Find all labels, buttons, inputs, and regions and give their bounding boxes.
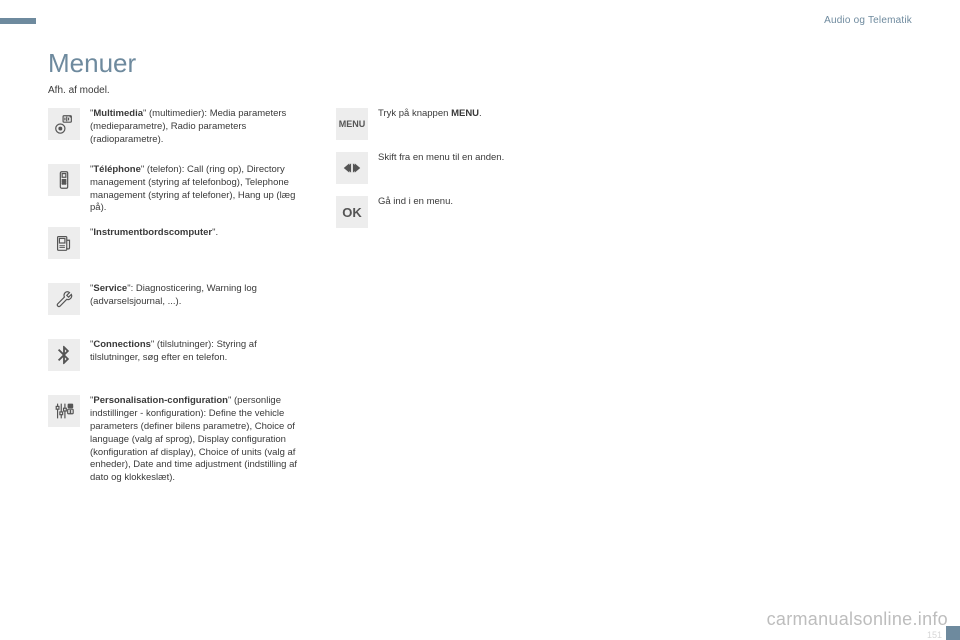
action-desc: Skift fra en menu til en anden. [378, 152, 504, 165]
top-bar: Audio og Telematik [0, 18, 960, 24]
menu-desc: "Téléphone" (telefon): Call (ring op), D… [90, 164, 306, 215]
right-column: MENU Tryk på knappen MENU. Skift fra en … [336, 108, 594, 497]
menu-entry-connections: "Connections" (tilslutninger): Styring a… [48, 339, 306, 383]
svg-text:GB: GB [68, 405, 73, 409]
menu-desc: "Connections" (tilslutninger): Styring a… [90, 339, 306, 365]
menu-desc: "Service": Diagnosticering, Warning log … [90, 283, 306, 309]
section-label: Audio og Telematik [824, 15, 912, 26]
page-corner-marker [946, 626, 960, 640]
menu-entry-telephone: "Téléphone" (telefon): Call (ring op), D… [48, 164, 306, 215]
bluetooth-icon [48, 339, 80, 371]
menu-entry-multimedia: "Multimedia" (multimedier): Media parame… [48, 108, 306, 152]
ok-button-icon: OK [336, 196, 368, 228]
seek-icon [336, 152, 368, 184]
phone-icon [48, 164, 80, 196]
service-icon [48, 283, 80, 315]
page-subtitle: Afh. af model. [48, 85, 912, 96]
action-desc: Gå ind i en menu. [378, 196, 453, 209]
columns: "Multimedia" (multimedier): Media parame… [48, 108, 912, 497]
menu-button-icon: MENU [336, 108, 368, 140]
trip-computer-icon [48, 227, 80, 259]
page-title: Menuer [48, 48, 912, 79]
menu-desc: "Personalisation-configuration" (personl… [90, 395, 306, 485]
menu-entry-personalisation: GB I "Personalisation-configuration" (pe… [48, 395, 306, 485]
menu-entry-service: "Service": Diagnosticering, Warning log … [48, 283, 306, 327]
action-entry-ok: OK Gå ind i en menu. [336, 196, 594, 228]
action-desc: Tryk på knappen MENU. [378, 108, 482, 121]
page-number: 151 [927, 630, 942, 640]
menu-entry-trip-computer: "Instrumentbordscomputer". [48, 227, 306, 271]
action-entry-seek: Skift fra en menu til en anden. [336, 152, 594, 184]
personalisation-icon: GB I [48, 395, 80, 427]
menu-desc: "Instrumentbordscomputer". [90, 227, 218, 240]
page-content: Menuer Afh. af model. "Multimedia" (mult… [48, 48, 912, 632]
watermark: carmanualsonline.info [767, 609, 948, 630]
multimedia-icon [48, 108, 80, 140]
menu-desc: "Multimedia" (multimedier): Media parame… [90, 108, 306, 146]
left-column: "Multimedia" (multimedier): Media parame… [48, 108, 306, 497]
action-entry-menu: MENU Tryk på knappen MENU. [336, 108, 594, 140]
svg-text:I: I [70, 410, 71, 414]
header-accent-stub [0, 18, 36, 24]
